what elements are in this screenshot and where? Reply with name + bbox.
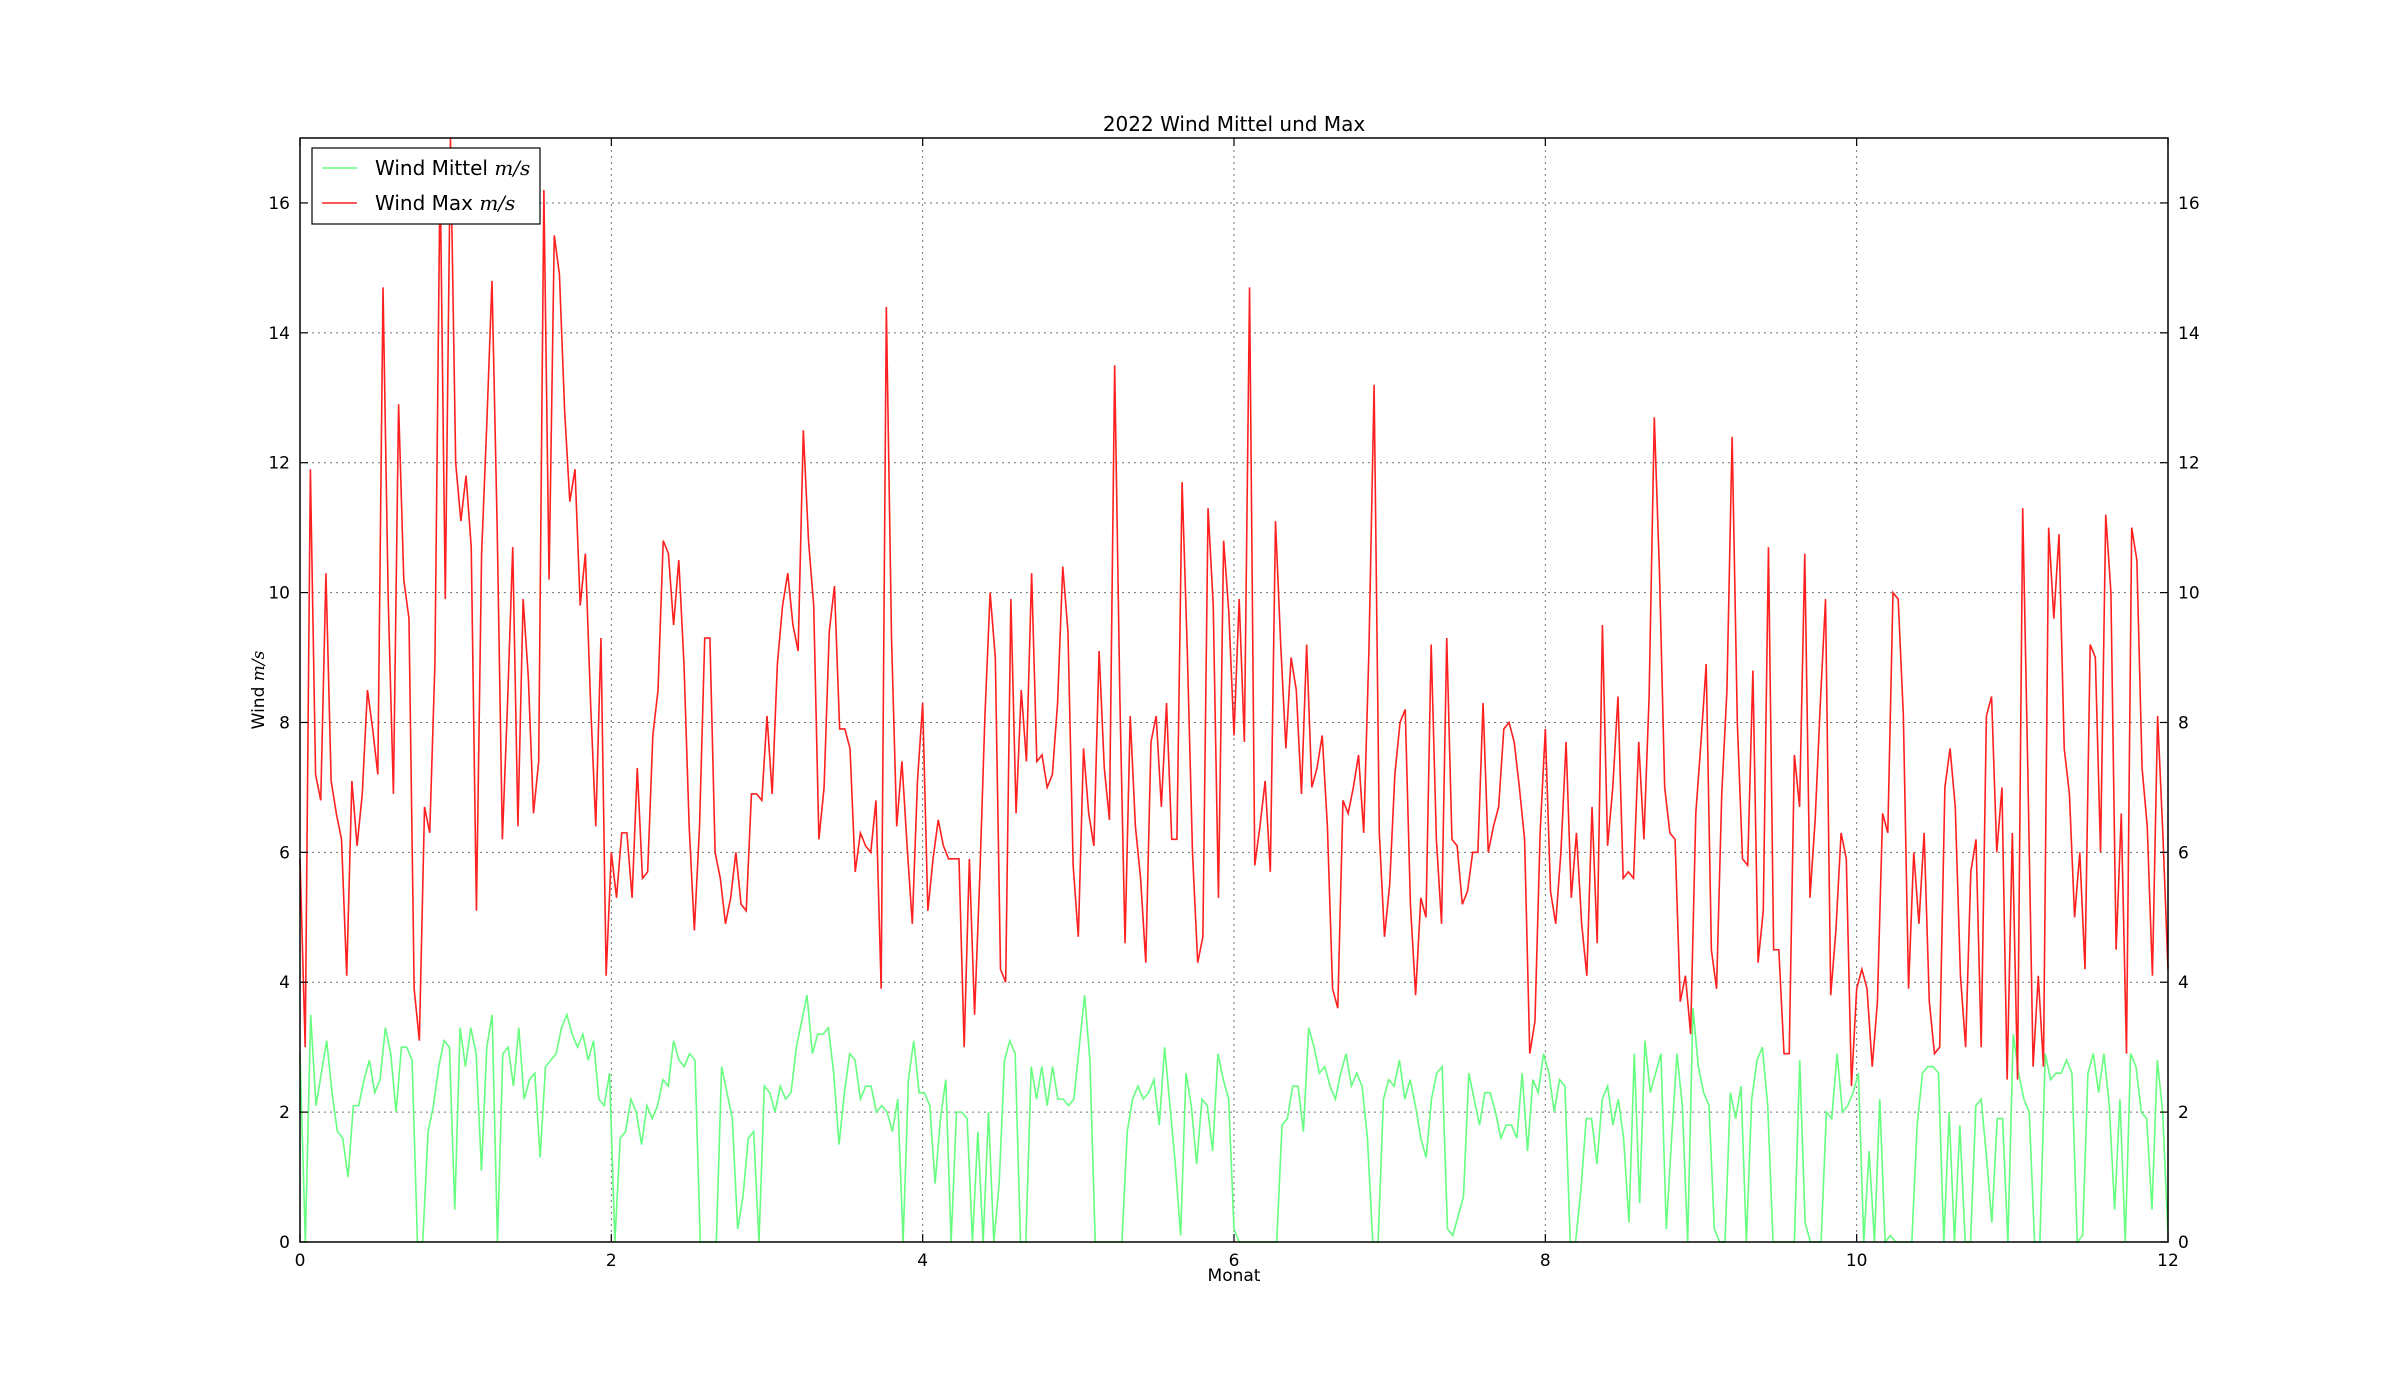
y-axis-label-text: Wind (249, 687, 269, 730)
legend-unit-mittel: m/s (494, 156, 530, 180)
y-tick-label: 0 (279, 1233, 290, 1253)
series-line-wind-max (299, 137, 2169, 1087)
y-tick-label: 4 (279, 973, 290, 993)
series-line-wind-mittel (299, 995, 2169, 1245)
x-tick-label: 2 (606, 1251, 617, 1271)
y-tick-label-right: 12 (2178, 454, 2200, 474)
legend-unit-max: m/s (479, 191, 515, 215)
y-tick-label: 6 (279, 843, 290, 863)
x-axis-label: Monat (1208, 1266, 1261, 1286)
x-tick-label: 12 (2157, 1251, 2179, 1271)
x-tick-label: 10 (1846, 1251, 1868, 1271)
y-tick-label-right: 16 (2178, 194, 2200, 214)
legend-box (311, 147, 541, 225)
y-tick-label-right: 4 (2178, 973, 2189, 993)
y-tick-label: 2 (279, 1103, 290, 1123)
y-tick-label-right: 0 (2178, 1233, 2189, 1253)
y-tick-label-right: 10 (2178, 584, 2200, 604)
legend-label-max: Wind Max (375, 191, 473, 215)
y-tick-label-right: 6 (2178, 843, 2189, 863)
x-tick-label: 0 (295, 1251, 306, 1271)
legend-label-mittel: Wind Mittel (375, 156, 488, 180)
y-tick-label-right: 14 (2178, 324, 2200, 344)
y-tick-label-right: 8 (2178, 713, 2189, 733)
legend-entry-max: Wind Max m/s (375, 191, 515, 215)
legend: Wind Mittel m/s Wind Max m/s (311, 147, 541, 225)
legend-entry-mittel: Wind Mittel m/s (375, 156, 530, 180)
y-axis-label-unit: m/s (249, 650, 269, 681)
x-tick-label: 4 (917, 1251, 928, 1271)
series-lines (299, 137, 2169, 1245)
y-tick-label-right: 2 (2178, 1103, 2189, 1123)
x-tick-label: 8 (1540, 1251, 1551, 1271)
y-tick-label: 8 (279, 713, 290, 733)
x-tick-label: 6 (1229, 1251, 1240, 1271)
y-tick-label: 12 (268, 454, 290, 474)
y-tick-label: 10 (268, 584, 290, 604)
y-axis-label: Wind m/s (249, 650, 269, 729)
y-tick-label: 16 (268, 194, 290, 214)
chart-title: 2022 Wind Mittel und Max (1103, 112, 1366, 136)
y-tick-label: 14 (268, 324, 290, 344)
